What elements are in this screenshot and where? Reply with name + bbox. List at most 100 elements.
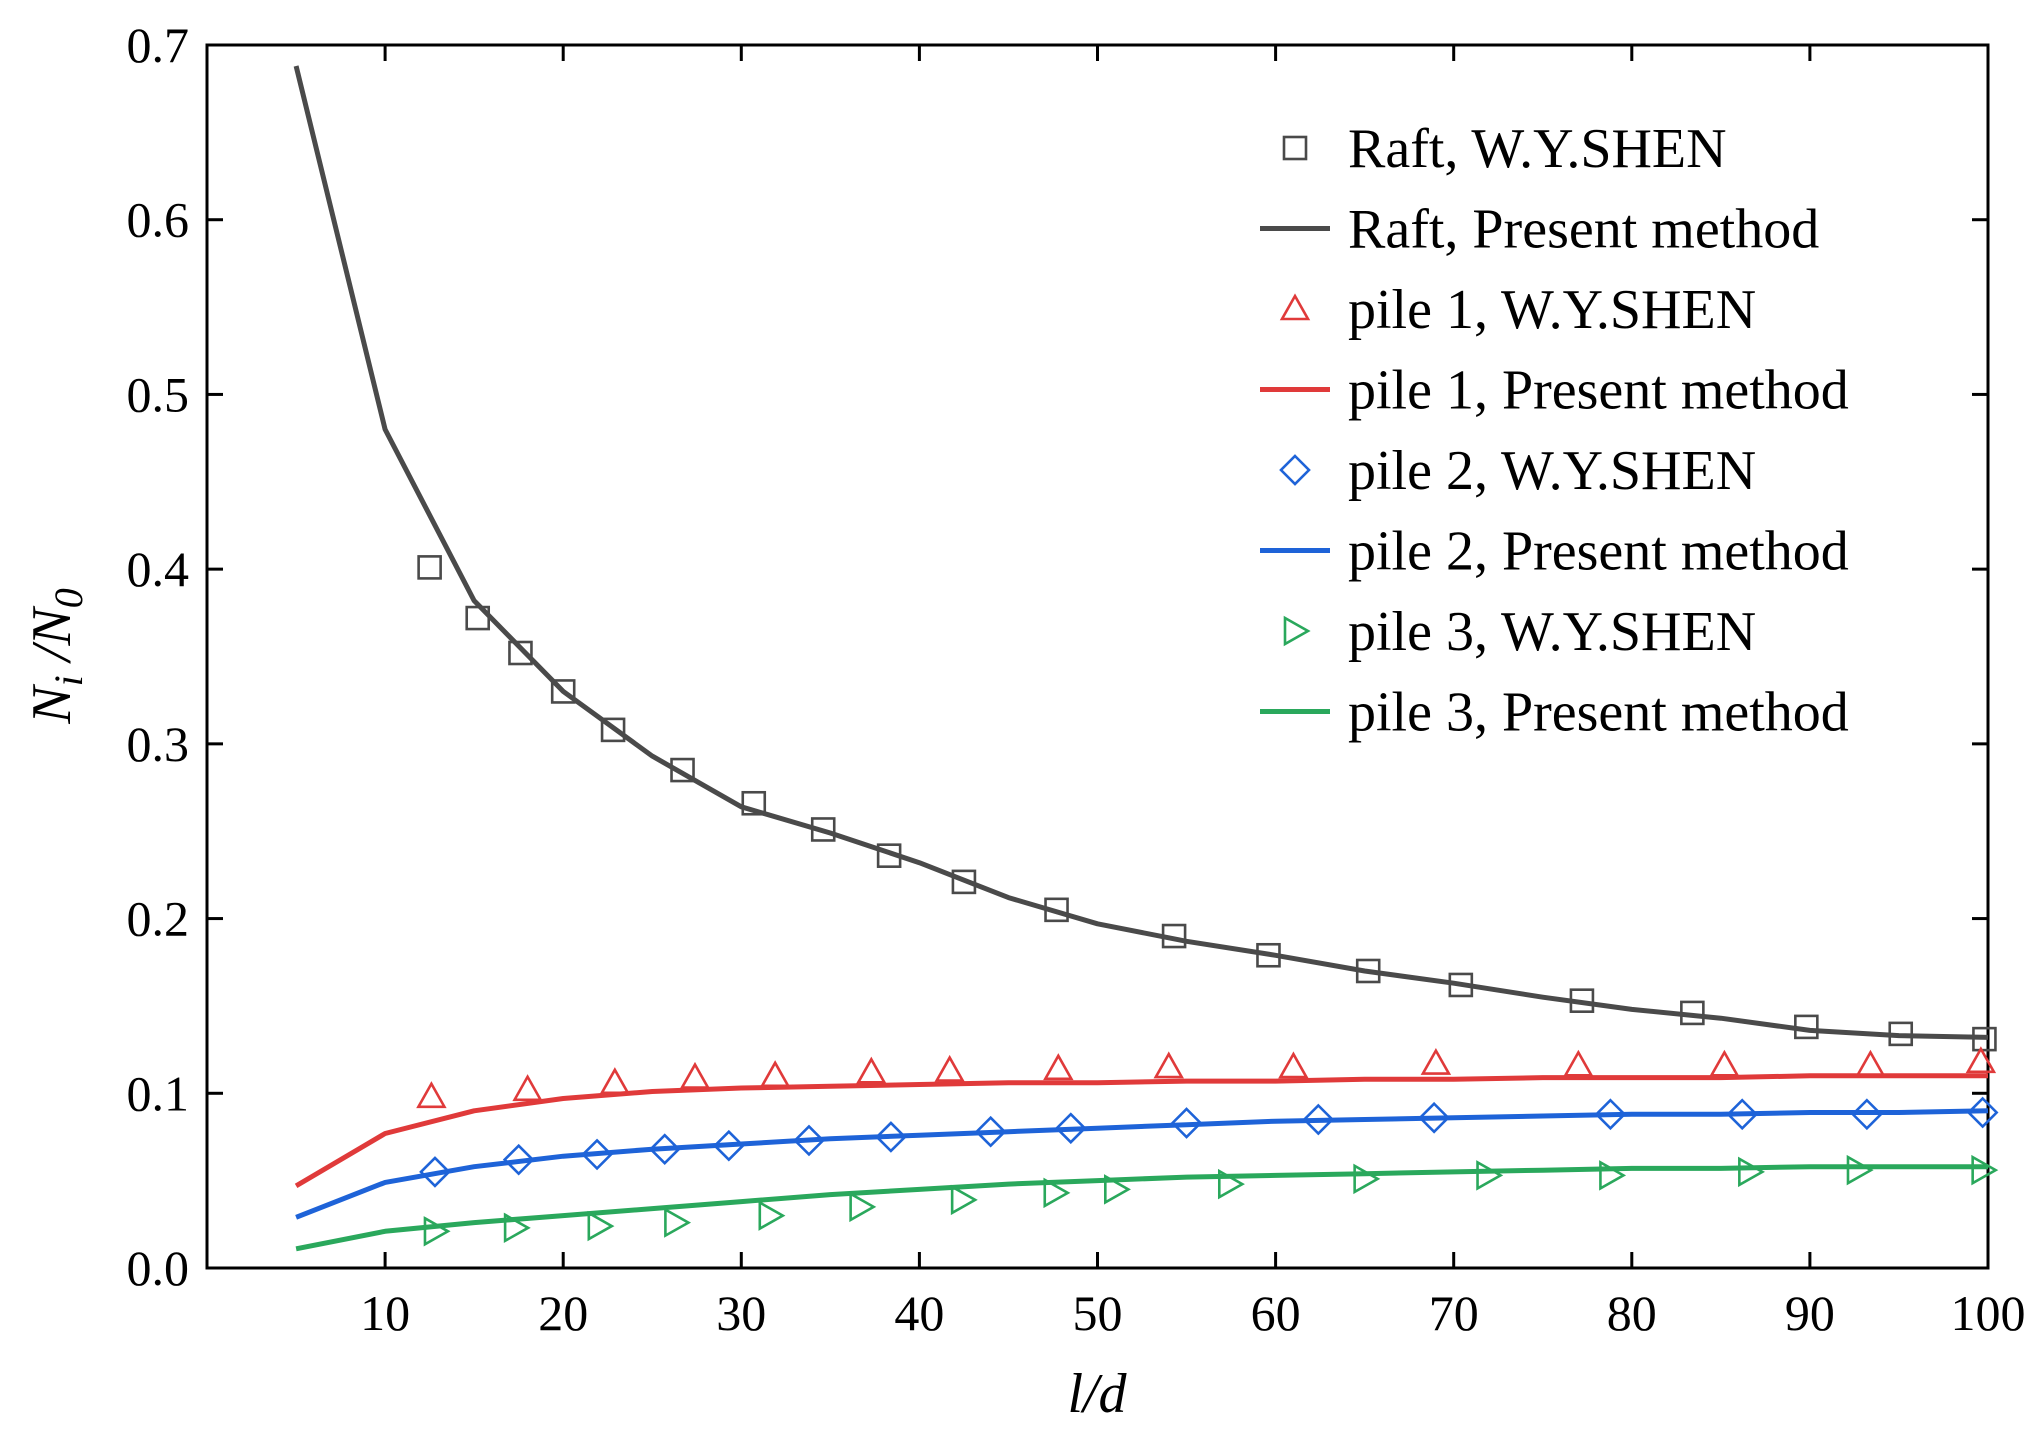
legend-label-4: pile 2, W.Y.SHEN [1348,440,1756,502]
series-2-point [512,1074,543,1102]
legend-label-2: pile 1, W.Y.SHEN [1348,279,1756,341]
series-0-point [600,717,626,743]
x-tick-label: 70 [1429,1285,1479,1341]
series-0-point [465,605,491,631]
y-axis-title-sub1: i [46,675,91,686]
series-4-point [419,1156,451,1188]
series-6-point [664,1207,692,1238]
series-2-point [934,1054,965,1082]
series-line-1 [293,65,1989,1040]
y-tick-label: 0.3 [127,716,190,772]
x-tick-label: 10 [360,1285,410,1341]
series-2-point [416,1081,447,1109]
legend-marker-2 [1279,293,1311,321]
x-axis-ticks: 10 20 30 40 50 60 70 80 90 100 [360,45,2026,1341]
series-4-point [712,1129,745,1162]
series-2-point [1855,1049,1886,1077]
series-4-point [793,1124,825,1157]
series-6-point [503,1212,531,1244]
series-0-point [670,757,695,783]
series-4-point [1594,1098,1627,1131]
series-2-point [1563,1049,1594,1077]
series-6-point [1104,1174,1131,1205]
x-tick-label: 60 [1251,1285,1301,1341]
y-tick-label: 0.5 [127,366,190,422]
x-tick-label: 50 [1073,1285,1123,1341]
series-4-point [974,1115,1007,1148]
x-tick-label: 20 [538,1285,588,1341]
x-tick-label: 90 [1785,1285,1835,1341]
series-4-point [1726,1098,1759,1131]
series-4-point [1851,1098,1883,1131]
series-6-point [1738,1156,1765,1188]
series-0-point [741,790,767,816]
y-tick-label: 0.0 [127,1240,190,1296]
series-6-point [1217,1168,1245,1200]
y-axis-title-slash: / [21,641,83,675]
legend-label-6: pile 3, W.Y.SHEN [1348,601,1756,663]
series-6-point [1043,1177,1071,1209]
series-4-point [875,1121,907,1153]
y-axis-title: Ni /N0 [21,588,91,724]
series-0-point [1569,988,1595,1013]
legend: Raft, W.Y.SHEN Raft, Present method pile 1… [1260,118,1849,744]
y-axis-title-n2: N [21,606,83,647]
legend-label-0: Raft, W.Y.SHEN [1348,118,1727,180]
legend-label-1: Raft, Present method [1348,199,1819,261]
series-0-point [1888,1021,1914,1047]
series-6-point [1846,1154,1874,1186]
x-axis-title: l/d [1067,1363,1127,1425]
series-0-point [810,817,836,842]
series-2-point [679,1061,711,1089]
series-0-point [1355,958,1381,984]
legend-marker-6 [1283,615,1311,647]
y-axis-ticks: 0.0 0.1 0.2 0.3 0.4 0.5 0.6 0.7 [127,17,1988,1296]
series-markers [416,555,1999,1247]
series-6-point [1599,1160,1627,1191]
series-6-point [849,1191,877,1223]
series-6-point [1353,1163,1381,1195]
series-2-point [1153,1051,1184,1079]
series-6-point [950,1184,978,1216]
series-0-point [1044,897,1069,923]
y-tick-label: 0.2 [127,891,190,947]
series-line-5 [295,1108,1989,1220]
x-tick-label: 80 [1607,1285,1657,1341]
x-tick-label: 30 [716,1285,766,1341]
series-6-point [1476,1160,1504,1191]
y-axis-title-sub2: 0 [46,588,91,608]
legend-label-7: pile 3, Present method [1348,682,1849,744]
series-6-point [423,1216,451,1247]
series-4-point [502,1143,535,1176]
series-0-point [550,679,576,704]
legend-label-5: pile 2, Present method [1348,521,1849,583]
series-0-point [876,843,902,868]
series-2-point [1043,1053,1074,1081]
series-6-point [1971,1154,1999,1186]
series-4-point [1418,1101,1450,1134]
series-0-point [417,555,442,580]
series-0-point [1256,942,1281,968]
y-tick-label: 0.7 [127,17,190,73]
x-tick-label: 100 [1951,1285,2026,1341]
series-2-point [599,1067,631,1095]
legend-marker-0 [1282,135,1308,161]
series-0-point [1161,923,1187,949]
series-lines [293,65,1989,1252]
legend-marker-4 [1279,454,1311,486]
x-tick-label: 40 [894,1285,944,1341]
series-2-point [1278,1051,1309,1079]
series-2-point [856,1056,887,1084]
series-6-point [758,1200,786,1231]
series-4-point [1302,1103,1335,1136]
series-2-point [1709,1049,1740,1077]
series-0-point [508,640,533,666]
y-axis-title-n1: N [21,684,83,725]
series-2-point [1420,1047,1452,1075]
series-0-point [1680,1000,1705,1026]
series-6-point [587,1210,615,1242]
series-4-point [1170,1107,1203,1139]
y-tick-label: 0.1 [127,1065,190,1121]
series-line-3 [294,1073,1988,1189]
